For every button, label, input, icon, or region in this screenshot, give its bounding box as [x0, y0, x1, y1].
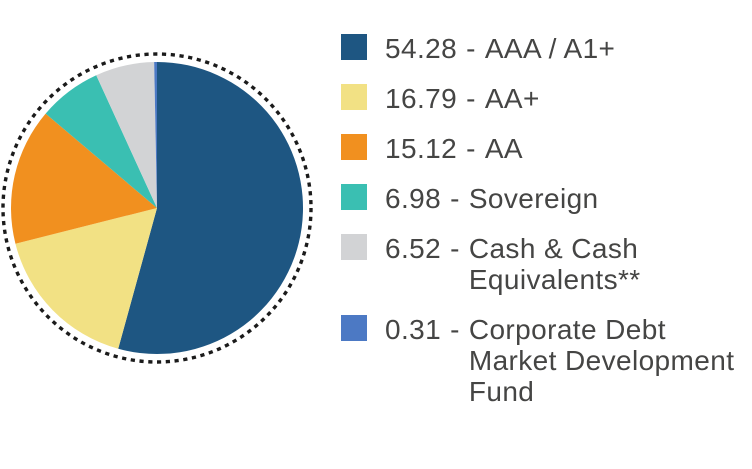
legend-value: 6.98	[385, 183, 442, 214]
legend-text: 15.12 - AA	[385, 133, 523, 164]
legend-label: Corporate Debt Market Development Fund	[468, 314, 735, 407]
legend-item-cash-equivalents: 6.52 - Cash & Cash Equivalents**	[341, 233, 749, 295]
legend-label: AA	[484, 133, 523, 164]
legend-swatch-aaa-a1plus	[341, 34, 367, 60]
legend-separator: -	[450, 314, 460, 345]
legend-swatch-sovereign	[341, 184, 367, 210]
pie-slice-4	[96, 62, 157, 208]
legend-label: AAA / A1+	[484, 33, 616, 64]
legend-label: AA+	[484, 83, 540, 114]
pie-slice-1	[15, 208, 158, 349]
legend-swatch-aaplus	[341, 84, 367, 110]
legend-item-aaa-a1plus: 54.28 - AAA / A1+	[341, 33, 749, 64]
legend-text: 16.79 - AA+	[385, 83, 540, 114]
pie-slice-3	[45, 75, 158, 209]
legend-label: Cash & Cash Equivalents**	[468, 233, 641, 295]
legend-value: 16.79	[385, 83, 458, 114]
legend-value: 15.12	[385, 133, 458, 164]
legend-value: 54.28	[385, 33, 458, 64]
legend-separator: -	[466, 133, 476, 164]
legend-separator: -	[450, 233, 460, 264]
legend-text: 0.31 - Corporate Debt Market Development…	[385, 314, 749, 407]
legend-label: Sovereign	[468, 183, 599, 214]
legend-swatch-aa	[341, 134, 367, 160]
legend-swatch-cdmdf	[341, 315, 367, 341]
legend-item-cdmdf: 0.31 - Corporate Debt Market Development…	[341, 314, 749, 407]
legend-separator: -	[466, 83, 476, 114]
legend-swatch-cash-equivalents	[341, 234, 367, 260]
legend-value: 0.31	[385, 314, 442, 345]
pie-slices	[10, 62, 304, 355]
legend-item-aaplus: 16.79 - AA+	[341, 83, 749, 114]
legend-value: 6.52	[385, 233, 442, 264]
legend: 54.28 - AAA / A1+ 16.79 - AA+ 15.12 - AA…	[341, 33, 749, 407]
legend-separator: -	[466, 33, 476, 64]
legend-item-sovereign: 6.98 - Sovereign	[341, 183, 749, 214]
pie-slice-0	[118, 62, 304, 355]
legend-item-aa: 15.12 - AA	[341, 133, 749, 164]
dotted-ring	[1, 52, 313, 364]
legend-text: 6.52 - Cash & Cash Equivalents**	[385, 233, 749, 295]
pie-slice-5	[154, 62, 157, 208]
legend-text: 54.28 - AAA / A1+	[385, 33, 615, 64]
pie-slice-2	[10, 113, 158, 244]
legend-text: 6.98 - Sovereign	[385, 183, 599, 214]
legend-separator: -	[450, 183, 460, 214]
